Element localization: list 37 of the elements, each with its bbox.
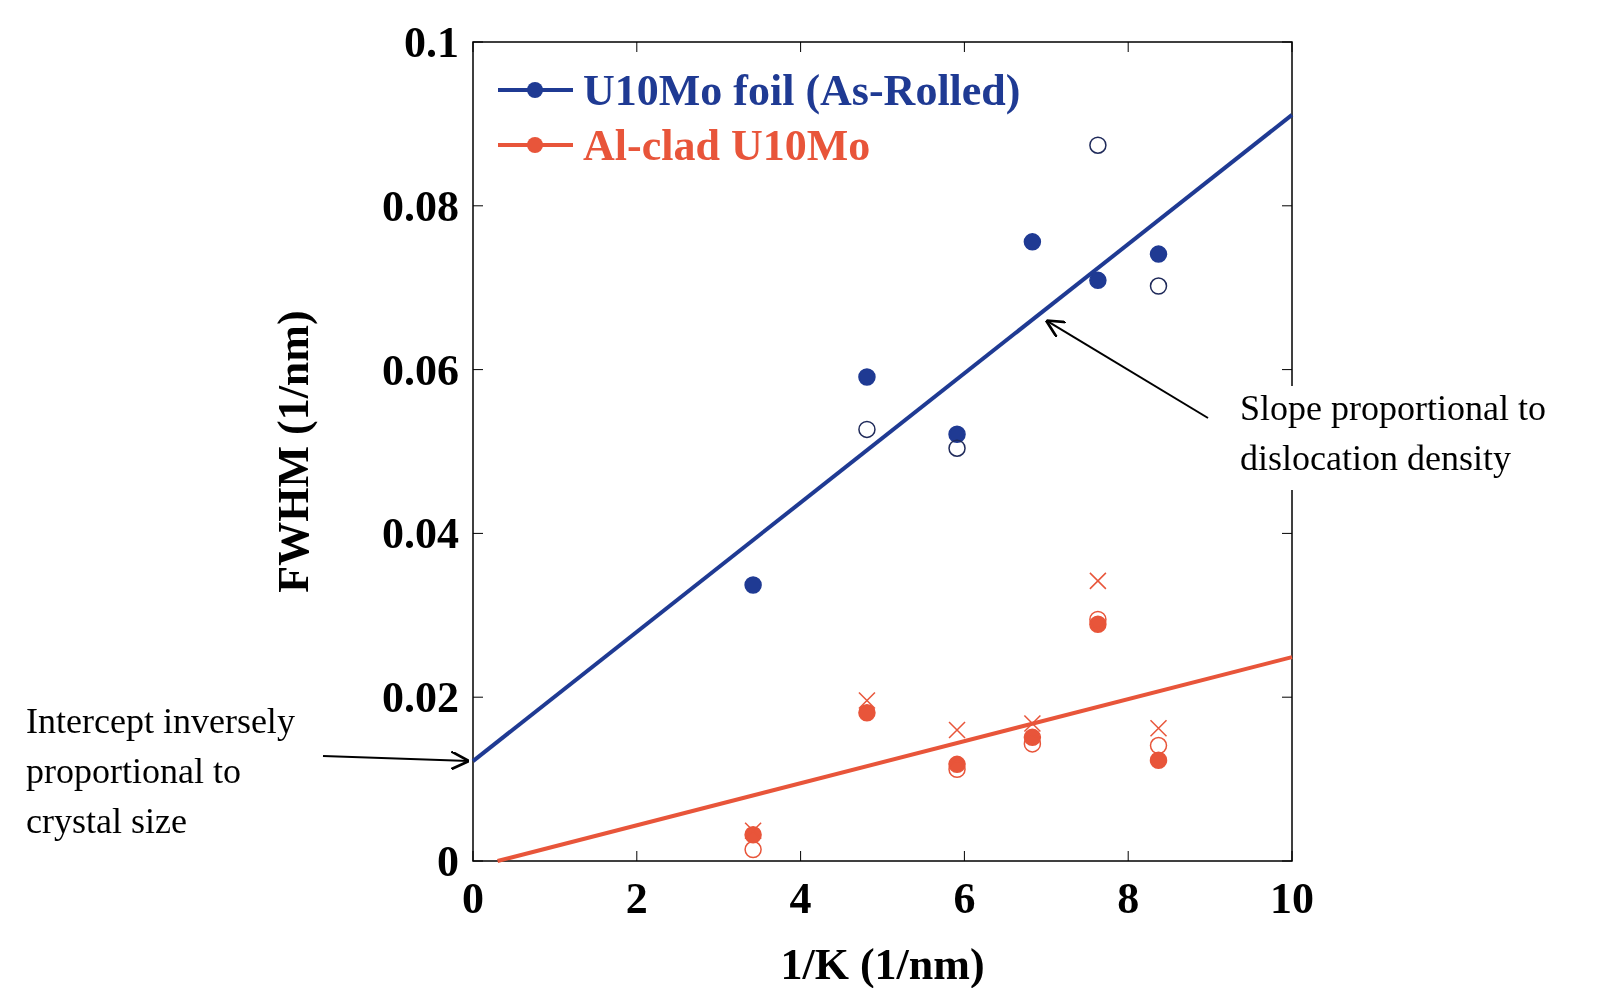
point — [1149, 245, 1168, 263]
point — [1149, 277, 1168, 295]
x-tick-label: 10 — [1270, 874, 1314, 923]
point — [744, 840, 762, 859]
y-tick-label: 0.1 — [404, 18, 459, 67]
point — [1089, 271, 1107, 290]
y-tick-label: 0.06 — [382, 345, 459, 395]
y-tick-label: 0.02 — [382, 673, 459, 723]
x-tick-label: 2 — [625, 874, 648, 923]
x-tick-label: 6 — [953, 874, 976, 923]
y-tick-label: 0.04 — [382, 509, 459, 559]
point — [1149, 736, 1168, 755]
point — [1149, 719, 1168, 738]
point — [858, 368, 876, 386]
point — [948, 721, 966, 739]
y-axis-title: FWHM (1/nm) — [269, 310, 318, 593]
x-tick-label: 4 — [789, 874, 812, 923]
point — [744, 576, 762, 594]
y-tick-label: 0 — [437, 837, 459, 886]
y-tick-label: 0.08 — [382, 181, 459, 231]
point — [948, 439, 966, 457]
point — [744, 821, 762, 840]
point — [1089, 572, 1107, 590]
x-axis-title: 1/K (1/nm) — [780, 940, 985, 989]
point — [858, 704, 876, 722]
point — [1023, 714, 1042, 733]
point — [858, 691, 876, 710]
point — [1089, 136, 1107, 154]
legend-label: U10Mo foil (As-Rolled) — [583, 66, 1021, 115]
point — [1149, 751, 1168, 770]
point — [1023, 233, 1042, 251]
annotation: Intercept inversely proportional to crystal size — [26, 701, 295, 841]
x-tick-label: 8 — [1117, 874, 1140, 923]
legend-label: Al-clad U10Mo — [583, 121, 871, 170]
annotation: Slope proportional to dislocation density — [1240, 388, 1546, 478]
point — [858, 420, 876, 439]
point — [948, 425, 966, 444]
